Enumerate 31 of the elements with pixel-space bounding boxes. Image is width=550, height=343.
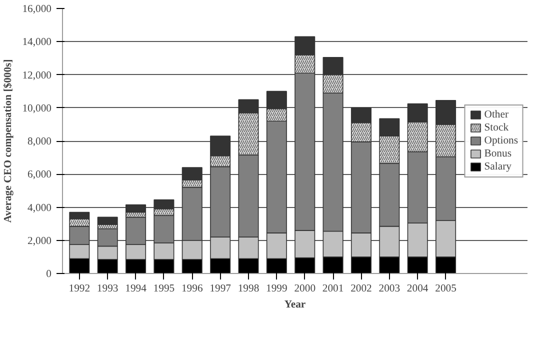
y-tick-label: 4,000	[28, 202, 52, 214]
y-tick-label: 2,000	[28, 236, 52, 247]
legend-label: Stock	[484, 122, 509, 133]
x-tick-label: 2002	[350, 284, 372, 294]
x-axis-title: Year	[284, 300, 306, 310]
x-tick-label: 1996	[181, 284, 204, 294]
x-tick-label: 1994	[125, 284, 148, 294]
x-tick-label: 1998	[238, 284, 260, 294]
x-tick-label: 1997	[210, 284, 232, 294]
x-tick-label: 1995	[153, 284, 175, 294]
x-tick-label: 1993	[96, 284, 118, 294]
y-tick-label: 10,000	[22, 103, 52, 114]
y-tick-label: 8,000	[28, 136, 52, 148]
x-tick-label: 2005	[435, 284, 456, 294]
x-tick-label: 2003	[378, 284, 400, 294]
y-tick-label: 14,000	[22, 37, 52, 48]
y-tick-label: 16,000	[22, 4, 52, 15]
x-tick-label: 1992	[68, 284, 90, 294]
legend-label: Bonus	[484, 148, 512, 159]
y-tick-label: 0	[46, 269, 52, 280]
legend-label: Options	[484, 135, 518, 146]
legend-label: Salary	[484, 161, 512, 172]
bar	[97, 216, 118, 226]
x-tick-label: 1999	[266, 284, 288, 294]
x-tick-label: 2000	[294, 284, 316, 294]
x-tick-label: 2001	[322, 284, 344, 294]
y-tick-label: 6,000	[28, 170, 52, 181]
x-tick-label: 2004	[406, 284, 429, 294]
y-axis-title: Average CEO compensation [$000s]	[3, 59, 14, 223]
y-tick-label: 12,000	[22, 70, 52, 82]
legend-label: Other	[484, 109, 509, 120]
